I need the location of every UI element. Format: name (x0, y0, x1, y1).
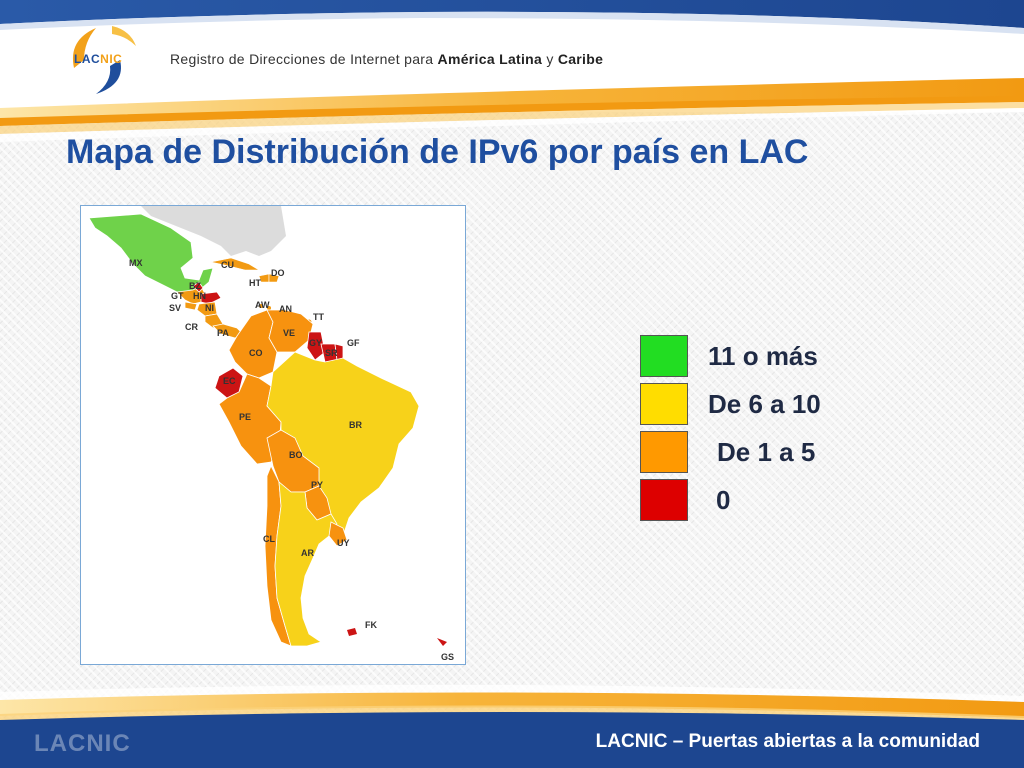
country-bz (192, 281, 204, 293)
label-sv: SV (169, 303, 181, 313)
label-cr: CR (185, 322, 198, 332)
label-sr: SR (325, 348, 338, 358)
label-fk: FK (365, 620, 377, 630)
country-co (228, 309, 278, 379)
legend-swatch-green (640, 335, 688, 377)
label-gf: GF (347, 338, 360, 348)
legend-label: 11 o más (708, 341, 818, 371)
country-do (268, 273, 280, 283)
label-hn: HN (193, 291, 206, 301)
label-co: CO (249, 348, 263, 358)
legend-item-11-plus: 11 o más (640, 335, 900, 377)
label-br: BR (349, 420, 362, 430)
country-uy (328, 521, 348, 547)
label-gt: GT (171, 291, 184, 301)
legend-item-1-5: De 1 a 5 (640, 431, 900, 473)
logo-text: LACNIC (74, 52, 123, 66)
label-pa: PA (217, 328, 229, 338)
country-mx (88, 213, 214, 293)
legend-swatch-yellow (640, 383, 688, 425)
land-north-america (141, 206, 286, 256)
label-an: AN (279, 304, 292, 314)
label-ni: NI (205, 303, 214, 313)
label-gy: GY (309, 338, 322, 348)
country-cu (210, 257, 261, 271)
header-tagline: Registro de Direcciones de Internet para… (170, 51, 604, 67)
legend-label: De 6 a 10 (708, 389, 821, 419)
map-svg: MX CU DO HT BZ GT HN SV NI CR PA AW AN T… (81, 206, 465, 664)
label-ve: VE (283, 328, 295, 338)
country-an (267, 306, 271, 310)
slide-title: Mapa de Distribución de IPv6 por país en… (66, 133, 809, 171)
label-ht: HT (249, 278, 261, 288)
country-hn (200, 291, 222, 305)
legend-swatch-red (640, 479, 688, 521)
legend-item-0: 0 (640, 479, 900, 521)
label-pe: PE (239, 412, 251, 422)
ipv6-distribution-map: MX CU DO HT BZ GT HN SV NI CR PA AW AN T… (80, 205, 466, 665)
label-tt: TT (313, 312, 324, 322)
label-bo: BO (289, 450, 303, 460)
country-ve (266, 309, 314, 353)
country-fk (347, 628, 357, 636)
country-gs (437, 638, 447, 646)
legend-label: 0 (716, 485, 731, 515)
label-py: PY (311, 480, 323, 490)
label-do: DO (271, 268, 285, 278)
label-bz: BZ (189, 281, 201, 291)
label-aw: AW (255, 300, 270, 310)
label-gs: GS (441, 652, 454, 662)
country-aw (259, 304, 263, 308)
country-gy (306, 331, 326, 361)
legend-item-6-10: De 6 a 10 (640, 383, 900, 425)
label-cl: CL (263, 534, 275, 544)
footer-logo: LACNIC (34, 730, 131, 757)
label-ec: EC (223, 376, 236, 386)
map-legend: 11 o más De 6 a 10 De 1 a 5 0 (640, 335, 900, 525)
label-uy: UY (337, 538, 350, 548)
label-mx: MX (129, 258, 143, 268)
footer-decoration (0, 684, 1024, 768)
legend-label: De 1 a 5 (717, 437, 816, 467)
footer-slogan: LACNIC – Puertas abiertas a la comunidad (595, 731, 980, 752)
legend-swatch-orange (640, 431, 688, 473)
country-ar (274, 481, 338, 647)
label-cu: CU (221, 260, 234, 270)
label-ar: AR (301, 548, 314, 558)
country-sv (184, 301, 198, 311)
header-decoration (0, 0, 1024, 142)
lacnic-logo-icon (72, 26, 136, 94)
